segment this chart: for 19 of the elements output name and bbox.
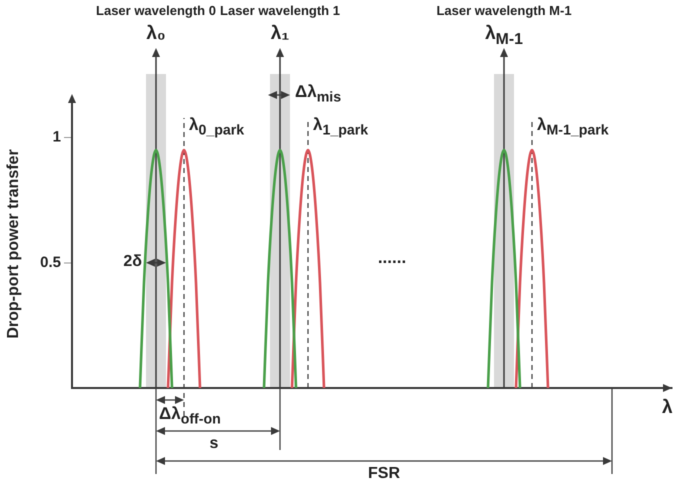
text: s: [210, 435, 218, 453]
x-axis-title: λ: [662, 397, 673, 419]
annotation: λ$_{M-1_park}$: [537, 115, 609, 139]
text: Laser wavelength 1: [220, 3, 340, 18]
text: Laser wavelength 0: [96, 3, 216, 18]
text: λ$_{M-1}$: [485, 23, 523, 48]
text: Laser wavelength M-1: [436, 3, 572, 18]
text: FSR: [368, 465, 400, 483]
annotation: λ$_{1_park}$: [313, 115, 368, 139]
y-axis-title: Drop-port power transfer: [5, 149, 22, 339]
annotation: λ$_{0_park}$: [189, 115, 244, 139]
annotation: Δλ$_{mis}$: [295, 82, 342, 106]
y-tick-label: 0.5: [40, 254, 61, 271]
text: λ₀: [146, 23, 166, 45]
text: λ₁: [270, 23, 290, 45]
annotation: ......: [378, 248, 406, 268]
text: Δλ$_{off-on}$: [159, 404, 221, 428]
y-tick-label: 1: [52, 128, 61, 146]
annotation: 2δ: [123, 252, 142, 270]
